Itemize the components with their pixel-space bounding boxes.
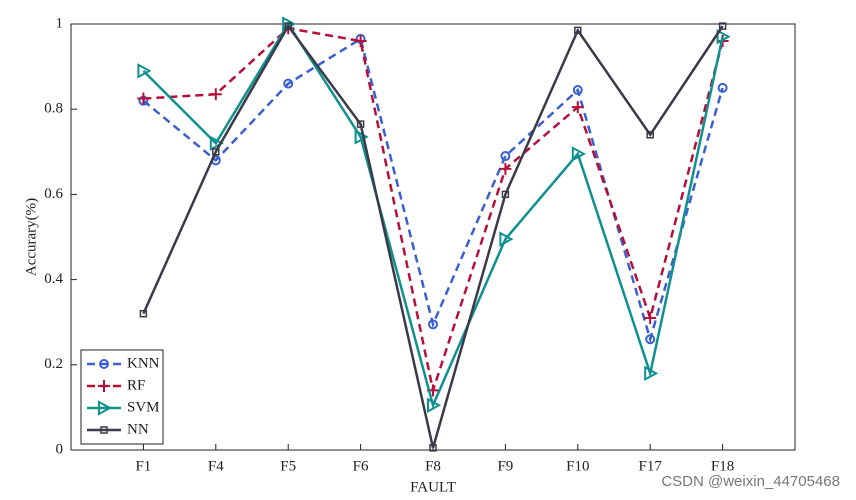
marker: [646, 131, 654, 139]
marker: [354, 129, 369, 145]
marker: [212, 148, 220, 156]
marker: [209, 88, 222, 101]
marker: [137, 92, 150, 105]
legend-label: NN: [127, 421, 149, 437]
series-line: [142, 21, 724, 410]
legend-box: [80, 349, 164, 445]
marker: [209, 135, 224, 151]
x-axis-label: FAULT: [410, 479, 456, 495]
marker: [572, 85, 583, 96]
y-tick-label: 0.4: [44, 271, 63, 287]
marker: [500, 151, 511, 162]
marker: [98, 400, 113, 416]
x-tick-label: F9: [497, 458, 513, 474]
y-tick-label: 0.6: [44, 186, 63, 202]
marker: [499, 162, 512, 175]
marker: [716, 29, 731, 45]
marker: [571, 101, 584, 114]
marker: [428, 319, 438, 330]
marker: [283, 78, 294, 89]
y-tick-label: 0: [56, 441, 64, 457]
series-line: [142, 36, 724, 344]
marker: [137, 63, 152, 79]
marker: [644, 311, 657, 324]
x-tick-label: F1: [135, 458, 151, 474]
marker: [499, 231, 514, 247]
legend-label: KNN: [127, 355, 160, 371]
marker: [354, 35, 367, 48]
marker: [99, 359, 109, 369]
series-line: [142, 23, 724, 449]
marker: [100, 426, 108, 434]
legend-label: SVM: [127, 399, 160, 415]
x-tick-label: F5: [280, 458, 296, 474]
x-tick-label: F10: [566, 458, 589, 474]
marker: [571, 146, 586, 162]
x-tick-label: F18: [711, 458, 734, 474]
marker: [98, 380, 110, 392]
marker: [717, 82, 728, 93]
marker: [356, 120, 365, 128]
watermark: CSDN @weixin_44705468: [661, 473, 840, 490]
marker: [501, 190, 510, 199]
marker: [139, 309, 148, 318]
y-tick-label: 0.2: [44, 356, 63, 372]
marker: [284, 22, 292, 30]
series-line: [143, 26, 724, 396]
marker: [427, 397, 442, 413]
y-tick-label: 1: [56, 15, 64, 31]
legend-label: RF: [127, 377, 145, 393]
x-tick-label: F8: [425, 458, 441, 474]
x-tick-label: F4: [208, 458, 224, 474]
x-tick-label: F17: [639, 458, 663, 474]
marker: [645, 334, 656, 345]
marker: [644, 365, 659, 382]
y-tick-label: 0.8: [44, 101, 63, 117]
x-tick-label: F6: [353, 458, 369, 474]
marker: [429, 444, 437, 452]
marker: [574, 26, 582, 35]
y-axis-label: Accurary(%): [23, 198, 39, 276]
marker: [718, 22, 727, 30]
